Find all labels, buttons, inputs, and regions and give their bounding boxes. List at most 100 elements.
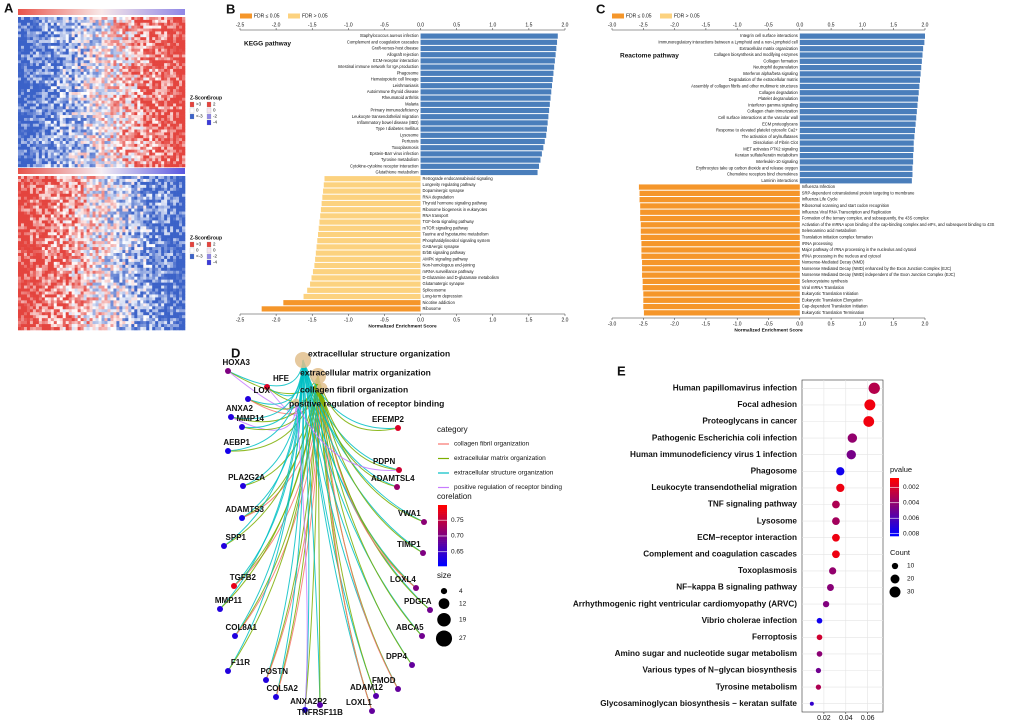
heatmap-cell: [86, 176, 90, 180]
heatmap-cell: [62, 226, 67, 230]
heatmap-cell: [131, 63, 135, 67]
heatmap-cell: [143, 214, 147, 218]
heatmap-cell: [29, 214, 34, 218]
heatmap-cell: [170, 17, 174, 21]
heatmap-cell: [74, 42, 78, 47]
heatmap-cell: [122, 196, 126, 200]
heatmap-cell: [62, 184, 67, 189]
heatmap-cell: [137, 241, 141, 245]
heatmap-cell: [113, 109, 117, 113]
heatmap-cell: [179, 28, 183, 32]
heatmap-cell: [47, 83, 52, 87]
heatmap-cell: [68, 54, 72, 58]
heatmap-cell: [104, 40, 108, 44]
heatmap-cell: [83, 270, 87, 275]
heatmap-cell: [161, 199, 165, 203]
heatmap-cell: [116, 22, 120, 26]
heatmap-cell: [74, 184, 78, 189]
heatmap-cell: [140, 267, 144, 272]
heatmap-cell: [113, 199, 117, 203]
heatmap-cell: [152, 152, 156, 156]
heatmap-cell: [32, 117, 37, 122]
heatmap-cell: [53, 103, 58, 107]
heatmap-cell: [29, 223, 34, 227]
heatmap-cell: [41, 161, 46, 165]
heatmap-cell: [101, 282, 105, 286]
heatmap-cell: [83, 132, 87, 136]
heatmap-cell: [80, 31, 84, 35]
heatmap-cell: [59, 149, 64, 153]
heatmap-cell: [170, 238, 174, 242]
heatmap-cell: [122, 261, 126, 266]
heatmap-cell: [23, 193, 28, 198]
heatmap-cell: [152, 208, 156, 212]
heatmap-cell: [170, 141, 174, 145]
heatmap-cell: [59, 37, 64, 41]
heatmap-cell: [173, 235, 177, 239]
heatmap-cell: [161, 220, 165, 224]
heatmap-cell: [59, 17, 64, 21]
heatmap-cell: [101, 190, 105, 195]
heatmap-cell: [176, 37, 180, 41]
heatmap-cell: [125, 217, 129, 221]
heatmap-cell: [18, 22, 22, 26]
heatmap-cell: [68, 208, 72, 212]
heatmap-cell: [143, 158, 147, 162]
heatmap-cell: [65, 279, 69, 283]
heatmap-cell: [20, 71, 25, 75]
heatmap-cell: [176, 190, 180, 195]
heatmap-cell: [131, 264, 135, 269]
heatmap-cell: [146, 282, 150, 286]
heatmap-cell: [18, 112, 22, 116]
heatmap-cell: [101, 25, 105, 29]
heatmap-cell: [83, 264, 87, 269]
heatmap-cell: [155, 196, 159, 200]
heatmap-cell: [53, 199, 58, 203]
heatmap-cell: [131, 220, 135, 224]
heatmap-cell: [110, 51, 114, 55]
heatmap-cell: [173, 244, 177, 248]
heatmap-cell: [86, 54, 90, 58]
heatmap-cell: [89, 92, 93, 96]
heatmap-cell: [137, 120, 141, 125]
heatmap-cell: [86, 120, 90, 125]
heatmap-cell: [113, 247, 117, 251]
heatmap-cell: [137, 164, 141, 168]
heatmap-cell: [158, 196, 162, 200]
heatmap-cell: [74, 34, 78, 38]
heatmap-cell: [23, 40, 28, 44]
heatmap-cell: [98, 229, 102, 233]
heatmap-cell: [143, 238, 147, 242]
heatmap-cell: [44, 149, 49, 153]
heatmap-cell: [53, 247, 58, 251]
heatmap-cell: [152, 250, 156, 254]
heatmap-cell: [95, 135, 99, 139]
heatmap-cell: [95, 42, 99, 47]
heatmap-cell: [149, 66, 153, 70]
heatmap-cell: [146, 232, 150, 236]
heatmap-cell: [86, 40, 90, 44]
heatmap-cell: [182, 155, 186, 159]
heatmap-cell: [167, 208, 171, 212]
heatmap-cell: [149, 129, 153, 133]
heatmap-cell: [167, 178, 171, 183]
heatmap-cell: [122, 270, 126, 275]
heatmap-cell: [89, 45, 93, 50]
heatmap-cell: [59, 161, 64, 165]
heatmap-cell: [152, 100, 156, 104]
heatmap-cell: [116, 146, 120, 150]
heatmap-cell: [20, 86, 25, 90]
heatmap-cell: [122, 45, 126, 50]
heatmap-cell: [32, 51, 37, 55]
heatmap-cell: [122, 37, 126, 41]
heatmap-cell: [146, 270, 150, 275]
heatmap-cell: [170, 223, 174, 227]
heatmap-cell: [89, 208, 93, 212]
heatmap-cell: [65, 109, 69, 113]
heatmap-cell: [125, 152, 129, 156]
heatmap-cell: [131, 250, 135, 254]
heatmap-cell: [128, 232, 132, 236]
heatmap-cell: [173, 31, 177, 35]
heatmap-cell: [86, 57, 90, 61]
heatmap-cell: [44, 223, 49, 227]
